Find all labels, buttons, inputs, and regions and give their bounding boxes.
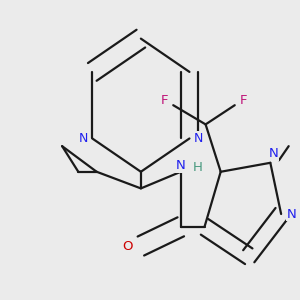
- Text: O: O: [123, 239, 133, 253]
- Text: F: F: [240, 94, 247, 106]
- Text: N: N: [176, 159, 186, 172]
- Text: H: H: [193, 161, 203, 174]
- Text: F: F: [161, 94, 168, 106]
- Text: N: N: [269, 147, 278, 160]
- Text: N: N: [287, 208, 297, 220]
- Text: N: N: [194, 132, 203, 145]
- Text: N: N: [79, 132, 88, 145]
